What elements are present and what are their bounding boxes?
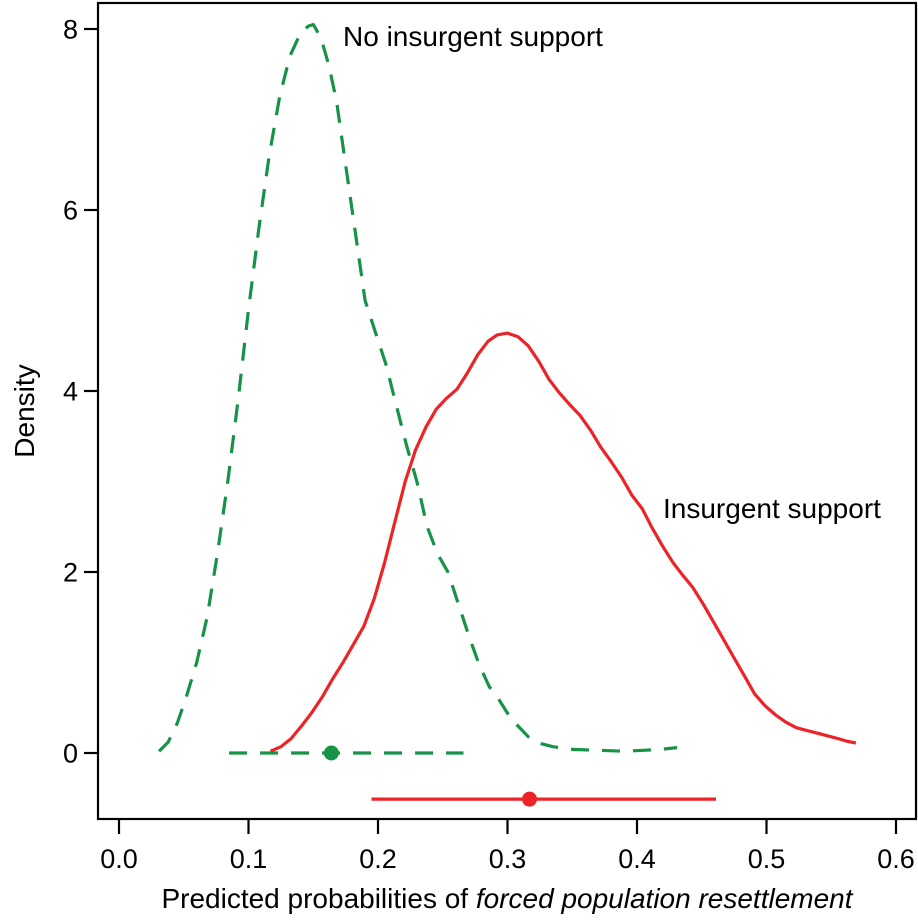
x-tick-label: 0.3 <box>489 844 527 874</box>
density-curves <box>157 22 857 753</box>
y-tick-label: 2 <box>63 558 78 588</box>
x-axis: 0.0 0.1 0.2 0.3 0.4 0.5 0.6 <box>100 819 915 874</box>
x-axis-title-italic: forced population resettlement <box>476 883 854 914</box>
insurgent-support-label: Insurgent support <box>663 493 881 524</box>
density-curve-no-insurgent-support <box>157 22 678 753</box>
y-tick-label: 8 <box>63 15 78 45</box>
x-axis-title-regular: Predicted probabilities of <box>161 883 475 914</box>
x-tick-label: 0.5 <box>748 844 786 874</box>
density-curve-insurgent-support <box>269 331 857 753</box>
point-estimate-dot-no-insurgent-support <box>323 745 339 761</box>
x-axis-title: Predicted probabilities of forced popula… <box>161 883 853 914</box>
no-insurgent-support-label: No insurgent support <box>343 21 603 52</box>
x-tick-label: 0.4 <box>618 844 656 874</box>
y-tick-label: 0 <box>63 739 78 769</box>
x-tick-label: 0.2 <box>359 844 397 874</box>
point-estimate-dot-insurgent-support <box>522 791 538 807</box>
y-tick-label: 6 <box>63 196 78 226</box>
y-tick-label: 4 <box>63 377 78 407</box>
y-axis: 0 2 4 6 8 <box>63 15 98 769</box>
y-axis-title: Density <box>9 364 40 457</box>
x-tick-label: 0.0 <box>100 844 138 874</box>
x-tick-label: 0.6 <box>877 844 915 874</box>
plot-frame <box>96 1 918 821</box>
x-tick-label: 0.1 <box>230 844 268 874</box>
interval-markers <box>229 745 716 807</box>
